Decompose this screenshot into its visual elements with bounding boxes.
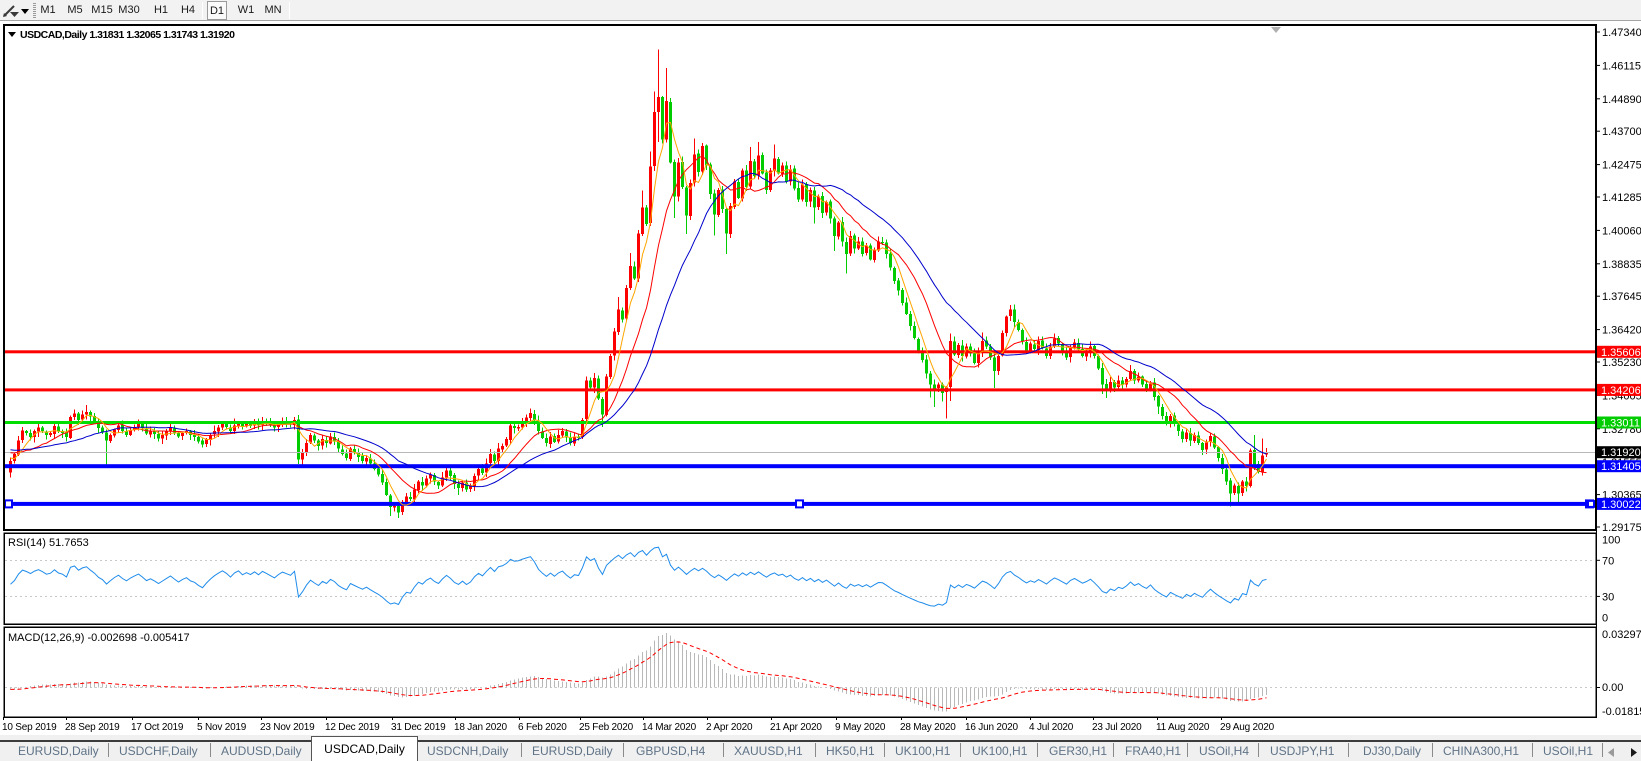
svg-text:1.43700: 1.43700 [1602,126,1641,138]
svg-text:1.31405: 1.31405 [1601,461,1641,473]
svg-text:1.41285: 1.41285 [1602,192,1641,204]
svg-text:100: 100 [1602,535,1620,547]
svg-text:1.42475: 1.42475 [1602,160,1641,172]
svg-text:0.00: 0.00 [1602,682,1623,694]
svg-text:18 Jan 2020: 18 Jan 2020 [454,722,507,733]
svg-text:4 Jul 2020: 4 Jul 2020 [1029,722,1074,733]
svg-text:21 Apr 2020: 21 Apr 2020 [770,722,822,733]
svg-text:25 Feb 2020: 25 Feb 2020 [579,722,634,733]
svg-text:12 Dec 2019: 12 Dec 2019 [325,722,380,733]
svg-text:9 May 2020: 9 May 2020 [835,722,886,733]
svg-text:1.35606: 1.35606 [1601,347,1641,359]
svg-text:5 Nov 2019: 5 Nov 2019 [197,722,247,733]
svg-text:29 Aug 2020: 29 Aug 2020 [1220,722,1275,733]
svg-text:1.30022: 1.30022 [1601,499,1641,511]
svg-text:14 Mar 2020: 14 Mar 2020 [642,722,697,733]
svg-text:2 Apr 2020: 2 Apr 2020 [706,722,753,733]
svg-text:1.44890: 1.44890 [1602,94,1641,106]
svg-text:23 Nov 2019: 23 Nov 2019 [260,722,315,733]
svg-text:1.38835: 1.38835 [1602,259,1641,271]
svg-text:11 Aug 2020: 11 Aug 2020 [1156,722,1210,733]
svg-text:1.35230: 1.35230 [1602,357,1641,369]
svg-text:1.37645: 1.37645 [1602,291,1641,303]
svg-text:16 Jun 2020: 16 Jun 2020 [965,722,1018,733]
svg-text:USDCAD,Daily 1.31831 1.32065: USDCAD,Daily 1.31831 1.32065 1.31743 1.3… [20,29,235,41]
svg-text:1.36420: 1.36420 [1602,325,1641,337]
svg-text:MACD(12,26,9) -0.002698 -0.005: MACD(12,26,9) -0.002698 -0.005417 [8,632,190,644]
svg-text:70: 70 [1602,555,1614,567]
svg-text:23 Jul 2020: 23 Jul 2020 [1092,722,1142,733]
svg-text:10 Sep 2019: 10 Sep 2019 [2,722,57,733]
svg-text:31 Dec 2019: 31 Dec 2019 [391,722,446,733]
svg-text:0.032972: 0.032972 [1602,629,1641,641]
svg-text:28 May 2020: 28 May 2020 [900,722,956,733]
svg-text:1.33011: 1.33011 [1601,418,1640,430]
svg-text:0: 0 [1602,613,1608,625]
svg-text:17 Oct 2019: 17 Oct 2019 [131,722,184,733]
svg-text:1.40060: 1.40060 [1602,225,1641,237]
svg-text:RSI(14) 51.7653: RSI(14) 51.7653 [8,537,89,549]
svg-text:1.34206: 1.34206 [1601,385,1641,397]
svg-text:-0.018154: -0.018154 [1602,706,1641,718]
svg-text:6 Feb 2020: 6 Feb 2020 [518,722,567,733]
svg-text:30: 30 [1602,591,1614,603]
svg-text:1.47340: 1.47340 [1602,27,1641,39]
svg-text:28 Sep 2019: 28 Sep 2019 [65,722,120,733]
svg-text:1.31920: 1.31920 [1601,447,1641,459]
svg-text:1.46115: 1.46115 [1602,60,1641,72]
svg-text:1.29175: 1.29175 [1602,522,1641,534]
